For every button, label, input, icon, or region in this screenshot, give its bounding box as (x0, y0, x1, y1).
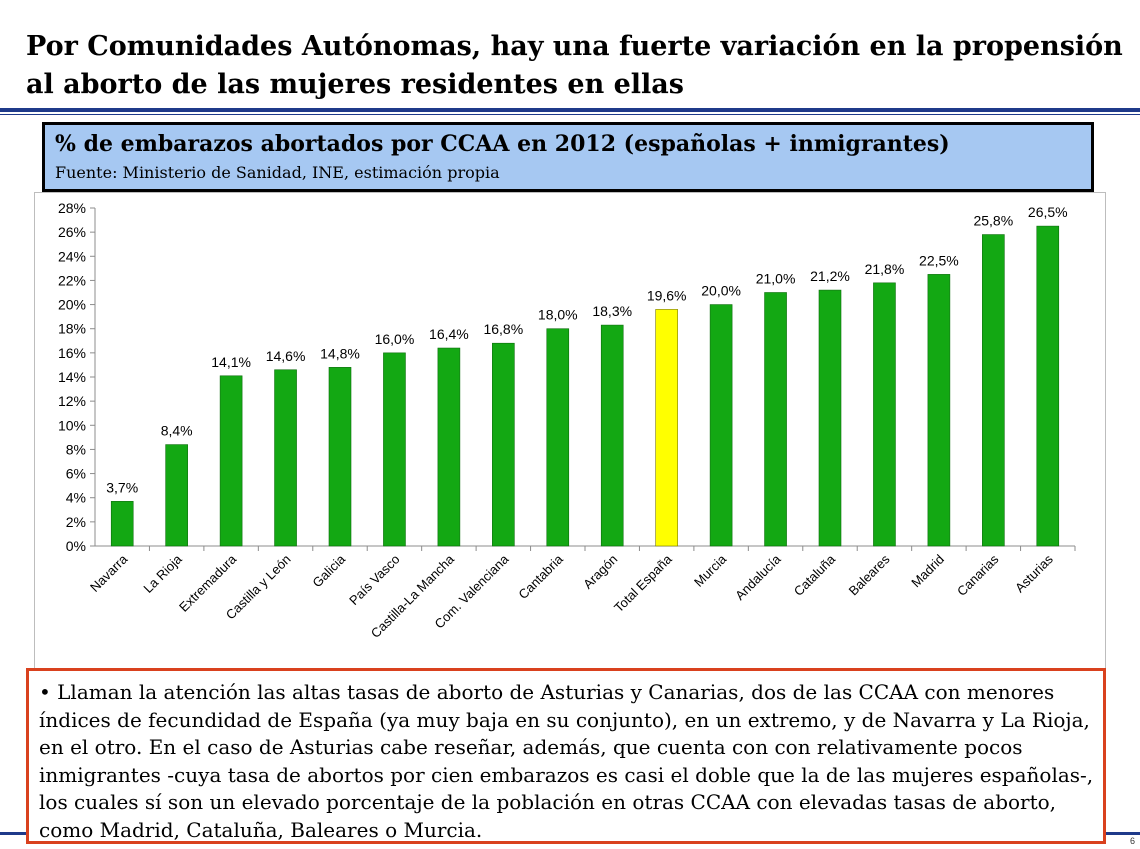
bar-murcia (709, 304, 733, 547)
chart-frame (34, 192, 1106, 670)
category-label: La Rioja (140, 551, 185, 596)
category-label: País Vasco (346, 552, 402, 608)
y-tick-label: 18% (58, 321, 86, 337)
chart-title: % de embarazos abortados por CCAA en 201… (55, 131, 950, 157)
category-label: Baleares (846, 551, 893, 598)
commentary-text: • Llaman la atención las altas tasas de … (39, 680, 1094, 842)
bar-canarias (982, 234, 1005, 547)
data-label: 16,8% (483, 321, 523, 337)
data-label: 25,8% (973, 213, 1013, 229)
category-label: Madrid (908, 552, 947, 591)
page-number: 6 (1130, 836, 1136, 846)
data-label: 8,4% (161, 423, 193, 439)
y-tick-label: 12% (58, 393, 86, 409)
bar-catalu-a (818, 289, 842, 547)
data-label: 21,2% (810, 268, 850, 284)
bar-pa-s-vasco (383, 352, 406, 547)
y-tick-label: 26% (58, 224, 86, 240)
bar-castilla-y-le-n (274, 369, 297, 547)
bar-asturias (1036, 225, 1060, 547)
category-label: Cantabria (515, 551, 566, 602)
bar-extremadura (219, 375, 243, 547)
data-label: 19,6% (647, 287, 687, 303)
y-tick-label: 0% (66, 538, 86, 554)
y-tick-label: 2% (66, 514, 86, 530)
category-label: Cataluña (791, 551, 839, 599)
bar-navarra (110, 501, 134, 547)
data-label: 18,3% (592, 303, 632, 319)
data-label: 16,4% (429, 326, 469, 342)
data-label: 21,8% (865, 261, 905, 277)
title-divider (0, 108, 1140, 112)
footer-divider-left (0, 832, 26, 835)
data-label: 20,0% (701, 283, 741, 299)
y-tick-label: 24% (58, 248, 86, 264)
commentary-box: • Llaman la atención las altas tasas de … (26, 668, 1106, 844)
data-label: 14,1% (211, 354, 251, 370)
bar-com-valenciana (492, 342, 515, 547)
title-divider-thin (0, 114, 1140, 115)
y-tick-label: 6% (66, 466, 86, 482)
y-tick-label: 14% (58, 369, 86, 385)
data-label: 3,7% (106, 479, 138, 495)
category-label: Andalucía (732, 551, 784, 603)
category-label: Murcia (691, 551, 730, 590)
bar-la-rioja (165, 444, 188, 547)
bar-castilla-la-mancha (437, 347, 461, 547)
data-label: 14,8% (320, 345, 360, 361)
y-tick-label: 4% (66, 490, 86, 506)
y-tick-label: 22% (58, 272, 86, 288)
data-label: 16,0% (375, 331, 415, 347)
data-label: 18,0% (538, 307, 578, 323)
bar-madrid (927, 274, 951, 547)
bar-arag-n (600, 324, 624, 547)
chart-source: Fuente: Ministerio de Sanidad, INE, esti… (55, 163, 500, 182)
category-label: Canarias (954, 551, 1002, 599)
category-label: Total España (611, 551, 675, 615)
y-tick-label: 10% (58, 417, 86, 433)
footer-divider-right (1106, 832, 1140, 835)
bar-cantabria (546, 328, 570, 547)
bar-galicia (328, 367, 352, 547)
y-tick-label: 28% (58, 200, 86, 216)
data-label: 26,5% (1028, 204, 1068, 220)
y-tick-label: 20% (58, 297, 86, 313)
bar-andaluc-a (764, 292, 787, 547)
bar-total-espa-a (655, 309, 678, 547)
data-label: 21,0% (756, 271, 796, 287)
chart-header: % de embarazos abortados por CCAA en 201… (42, 122, 1094, 192)
y-tick-label: 16% (58, 345, 86, 361)
category-label: Asturias (1012, 551, 1056, 595)
y-tick-label: 8% (66, 441, 86, 457)
category-label: Galicia (309, 551, 348, 590)
category-label: Navarra (87, 551, 131, 595)
bar-baleares (873, 282, 896, 547)
slide-title: Por Comunidades Autónomas, hay una fuert… (26, 31, 1123, 100)
data-label: 14,6% (266, 348, 306, 364)
category-label: Aragón (580, 552, 620, 592)
data-label: 22,5% (919, 252, 959, 268)
